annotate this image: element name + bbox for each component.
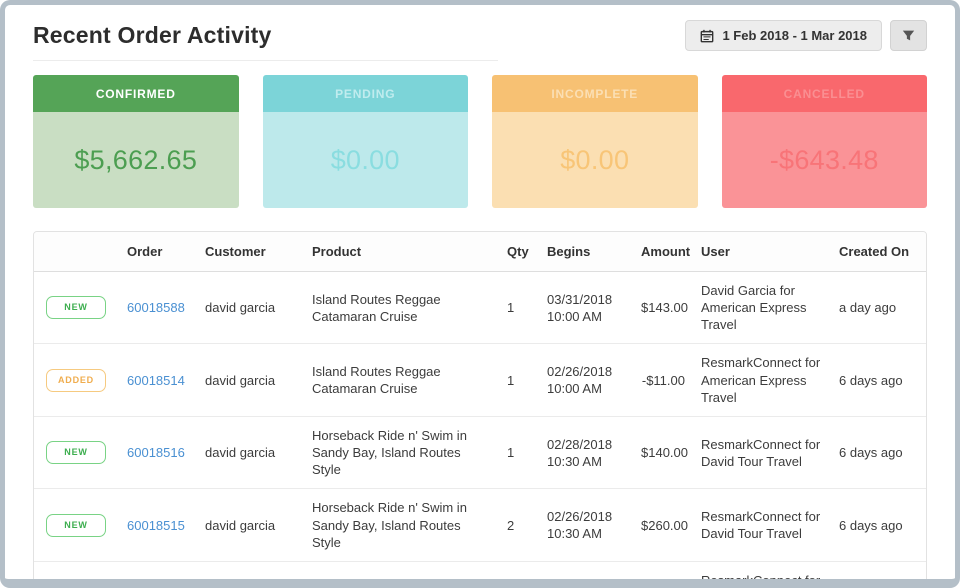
begins-cell: 02/26/2018 10:00 AM [539, 343, 633, 417]
product-cell: Horseback Ride n' Swim in Sandy Bay, Isl… [304, 415, 499, 489]
orders-table-wrap: Order Customer Product Qty Begins Amount User C… [33, 231, 927, 588]
summary-card-body: $5,662.65 [33, 112, 239, 208]
product-cell: Island Routes Reggae Catamaran Cruise [304, 343, 499, 417]
table-row: ADDED 60018514 david garcia Island Route… [34, 343, 926, 417]
filter-button[interactable] [890, 20, 927, 51]
order-number-link[interactable]: 60018516 [127, 445, 185, 461]
begins-cell: 02/26/2018 10:00 AM [539, 560, 633, 588]
amount-cell: $280.50 [633, 560, 693, 579]
amount-cell: $260.00 [633, 488, 693, 562]
summary-card-amount: $0.00 [330, 144, 400, 175]
summary-card-body: $0.00 [262, 112, 468, 208]
column-header-customer: Customer [197, 232, 304, 272]
date-range-button[interactable]: 1 Feb 2018 - 1 Mar 2018 [685, 20, 882, 51]
summary-card-body: $0.00 [492, 112, 698, 208]
date-range-label: 1 Feb 2018 - 1 Mar 2018 [722, 28, 867, 43]
amount-cell: -$11.00 [633, 343, 693, 417]
product-cell: Island Routes Reggae Catamaran Cruise [304, 560, 499, 579]
summary-card-amount: -$643.48 [769, 144, 879, 175]
header-controls: 1 Feb 2018 - 1 Mar 2018 [685, 20, 927, 51]
created-on-cell: 6 days ago [831, 560, 926, 579]
table-row: NEW 60018516 david garcia Horseback Ride… [34, 415, 926, 489]
page-title: Recent Order Activity [33, 22, 272, 48]
begins-time: 10:00 AM [547, 308, 602, 324]
begins-time: 10:30 AM [547, 453, 602, 469]
column-header-amount: Amount [633, 232, 693, 272]
summary-card-amount: $0.00 [560, 144, 630, 175]
summary-card-confirmed[interactable]: CONFIRMED $5,662.65 [33, 75, 239, 208]
summary-card-label: CANCELLED [721, 75, 927, 112]
qty-cell: 1 [499, 415, 539, 489]
column-header-product: Product [304, 232, 499, 272]
user-cell: ResmarkConnect for American Express Trav… [693, 343, 831, 417]
title-underline: Recent Order Activity [33, 5, 498, 61]
column-header-order: Order [119, 232, 197, 272]
summary-card-amount: $5,662.65 [74, 144, 198, 175]
begins-date: 02/26/2018 [547, 364, 613, 380]
begins-cell: 03/31/2018 10:00 AM [539, 272, 633, 344]
column-header-begins: Begins [539, 232, 633, 272]
funnel-icon [902, 29, 915, 42]
summary-card-cancelled[interactable]: CANCELLED -$643.48 [721, 75, 927, 208]
status-badge: ADDED [46, 368, 106, 392]
user-cell: ResmarkConnect for David Tour Travel [693, 415, 831, 489]
created-on-cell: a day ago [839, 300, 897, 316]
user-cell: ResmarkConnect for American Express Trav… [693, 560, 831, 579]
status-badge: NEW [46, 513, 106, 537]
summary-card-body: -$643.48 [721, 112, 927, 208]
qty-cell: 2 [499, 560, 539, 579]
summary-card-incomplete[interactable]: INCOMPLETE $0.00 [492, 75, 698, 208]
orders-table: Order Customer Product Qty Begins Amount User C… [34, 232, 926, 588]
user-cell: ResmarkConnect for David Tour Travel [693, 488, 831, 562]
order-number-link[interactable]: 60018514 [127, 372, 185, 388]
column-header-user: User [693, 232, 831, 272]
begins-date: 02/26/2018 [547, 580, 625, 588]
qty-cell: 1 [507, 300, 515, 316]
order-number-link[interactable]: 60018515 [127, 517, 185, 533]
qty-cell: 2 [499, 488, 539, 562]
column-header-created-on: Created On [831, 232, 926, 272]
begins-date: 02/26/2018 [547, 508, 613, 524]
summary-card-label: INCOMPLETE [492, 75, 698, 112]
product-cell: Island Routes Reggae Catamaran Cruise [312, 291, 441, 324]
customer-cell: david garcia [197, 343, 304, 417]
table-row: NEW 60018515 david garcia Horseback Ride… [34, 488, 926, 562]
product-cell: Horseback Ride n' Swim in Sandy Bay, Isl… [304, 488, 499, 562]
amount-cell: $140.00 [633, 415, 693, 489]
summary-card-pending[interactable]: PENDING $0.00 [262, 75, 468, 208]
customer-cell: david garcia [197, 488, 304, 562]
order-number-link[interactable]: 60018588 [127, 300, 185, 316]
page-header: Recent Order Activity 1 Feb 2 [33, 5, 927, 61]
qty-cell: 1 [499, 343, 539, 417]
summary-cards: CONFIRMED $5,662.65 PENDING $0.00 INCOMP… [33, 75, 927, 208]
customer-cell: david garcia [197, 415, 304, 489]
begins-time: 10:00 AM [547, 381, 602, 397]
begins-time: 10:30 AM [547, 526, 602, 542]
table-header: Order Customer Product Qty Begins Amount User C… [34, 232, 926, 272]
summary-card-label: PENDING [262, 75, 468, 112]
begins-cell: 02/26/2018 10:30 AM [539, 488, 633, 562]
created-on-cell: 6 days ago [831, 343, 926, 417]
begins-date: 02/28/2018 [547, 436, 613, 452]
begins-date: 03/31/2018 [547, 291, 613, 307]
created-on-cell: 6 days ago [831, 415, 926, 489]
created-on-cell: 6 days ago [831, 488, 926, 562]
begins-cell: 02/28/2018 10:30 AM [539, 415, 633, 489]
table-row: NEW 60018514 david garcia Island Routes … [34, 560, 926, 588]
status-badge: NEW [46, 441, 106, 465]
column-header-badge [34, 232, 119, 272]
column-header-qty: Qty [499, 232, 539, 272]
user-cell: David Garcia for American Express Travel [701, 283, 807, 333]
customer-cell: david garcia [197, 560, 304, 579]
amount-cell: $143.00 [641, 300, 688, 316]
table-row: NEW 60018588 david garcia Island Routes … [34, 272, 926, 344]
customer-cell: david garcia [205, 300, 276, 316]
summary-card-label: CONFIRMED [33, 75, 239, 112]
calendar-icon [700, 29, 714, 43]
status-badge: NEW [46, 296, 106, 320]
